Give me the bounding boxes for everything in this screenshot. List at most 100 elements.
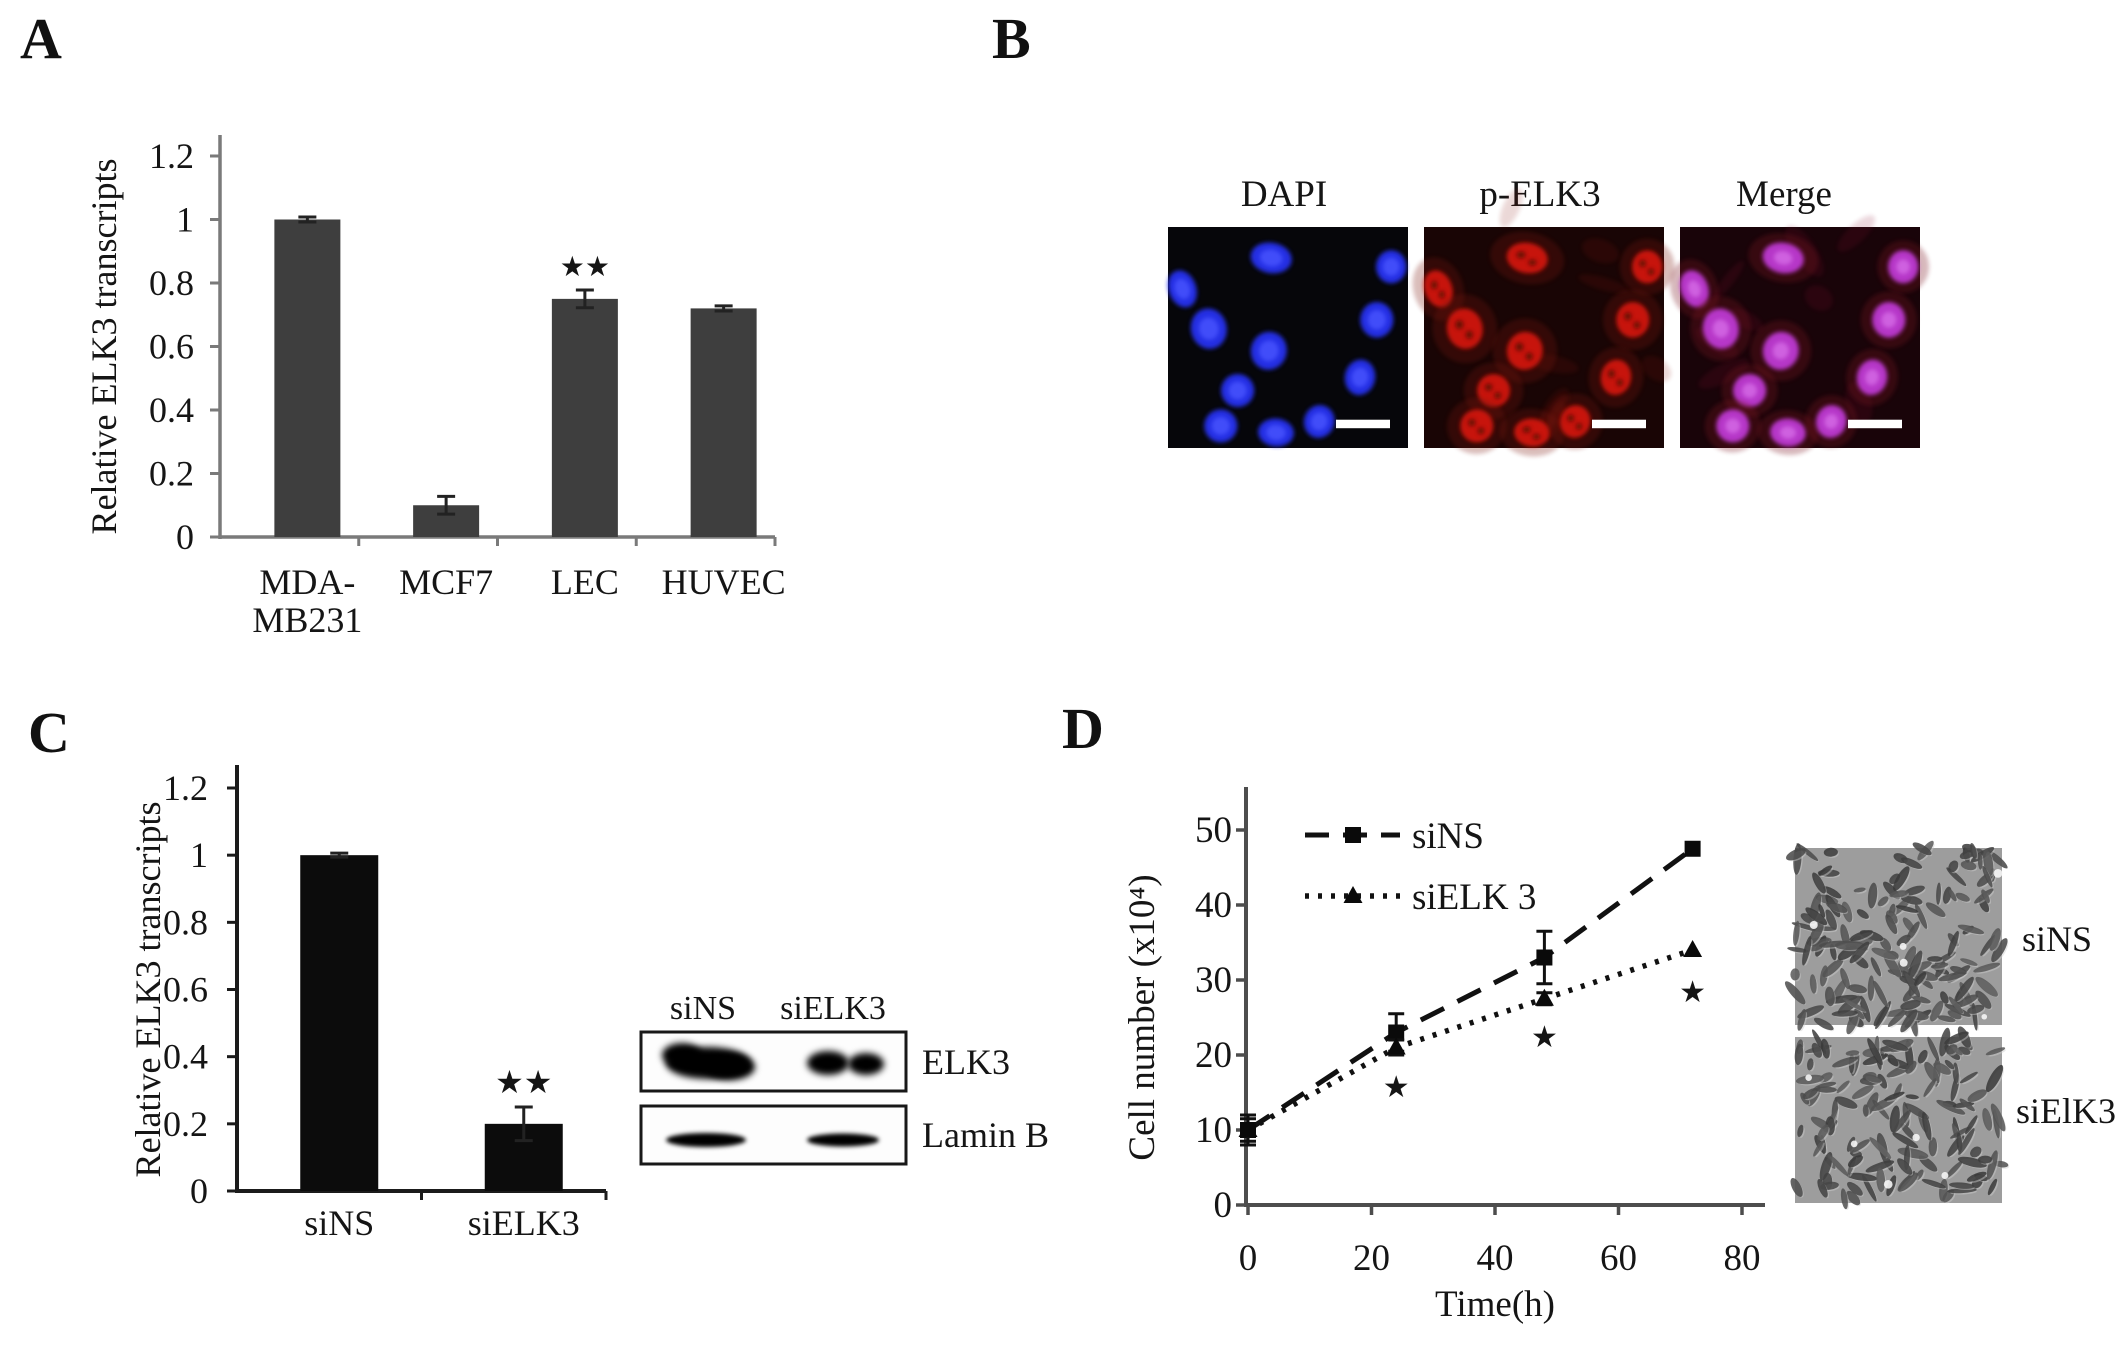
- x-axis-title: Time(h): [1435, 1284, 1555, 1325]
- cell-body: [1790, 968, 1800, 981]
- bar-MDA-MB231: [274, 219, 341, 537]
- bright-cell: [1805, 1074, 1812, 1081]
- cell-body: [1936, 882, 1941, 905]
- y-tick-label: 0: [1214, 1185, 1233, 1226]
- y-tick-label: 0.4: [149, 390, 194, 430]
- nucleus-speckle: [1532, 433, 1541, 440]
- x-category-label: siNS: [304, 1203, 374, 1243]
- cell-body: [1900, 894, 1923, 905]
- cell-body: [1884, 1091, 1905, 1101]
- band-elk3-sielk3: [848, 1053, 884, 1075]
- cell-body: [1807, 1058, 1814, 1071]
- nucleus-pelk3: [1506, 331, 1543, 370]
- nucleus-pelk3: [1559, 405, 1591, 438]
- band-laminb-sins: [666, 1133, 746, 1147]
- y-tick-label: 0.4: [163, 1037, 208, 1077]
- cell-body: [1862, 1104, 1869, 1117]
- series-line-siNS: [1246, 846, 1695, 1133]
- cell-body: [1822, 958, 1844, 978]
- cell-body: [1927, 1036, 1940, 1061]
- cell-body: [1959, 849, 1975, 860]
- nucleus-speckle: [1575, 423, 1583, 430]
- cell-body: [1796, 843, 1819, 861]
- cell-body: [1990, 1103, 2006, 1132]
- sielk3-phase-micrograph: [1790, 1026, 2010, 1210]
- nucleus-core: [1259, 249, 1283, 267]
- cell-body: [1982, 865, 1993, 888]
- nucleus-speckle: [1516, 251, 1526, 259]
- nucleus-speckle: [1468, 418, 1476, 427]
- cell-body: [1985, 1047, 2006, 1056]
- band-elk3-sins: [705, 1054, 755, 1080]
- cell-body: [1978, 897, 1990, 913]
- cell-body: [1915, 1169, 1924, 1181]
- nucleus-core: [1382, 257, 1400, 276]
- legend-marker-square: [1345, 827, 1361, 843]
- cell-body: [1867, 882, 1878, 909]
- x-tick-label: 60: [1600, 1238, 1637, 1279]
- cell-body: [1812, 872, 1826, 894]
- cell-body: [1987, 1178, 1998, 1196]
- merge-micrograph: [1670, 215, 1930, 455]
- cell-body: [1940, 991, 1949, 1004]
- y-tick-label: 10: [1195, 1110, 1232, 1151]
- cell-body: [1882, 1039, 1909, 1051]
- x-category-label: MB231: [252, 600, 362, 640]
- y-tick-label: 1: [190, 835, 208, 875]
- nucleus-core: [1773, 250, 1793, 265]
- nucleus-speckle: [1639, 259, 1646, 268]
- cell-body: [1925, 902, 1946, 918]
- cell-body: [1967, 1004, 1985, 1014]
- nucleus-speckle: [1608, 369, 1615, 378]
- cell-body: [1945, 1160, 1963, 1179]
- cell-body: [1911, 995, 1931, 1004]
- cell-body: [1809, 974, 1817, 994]
- cell-body: [1883, 952, 1902, 978]
- y-tick-label: 20: [1195, 1035, 1232, 1076]
- y-tick-label: 1: [176, 200, 194, 240]
- x-category-label: siELK3: [468, 1203, 580, 1243]
- cell-body: [1850, 1139, 1870, 1153]
- cell-body: [1827, 1153, 1849, 1177]
- cell-body: [1817, 1178, 1828, 1198]
- cell-body: [1818, 865, 1833, 876]
- sielk3-micrograph-label: siElK3: [2016, 1091, 2117, 1131]
- cell-body: [1784, 981, 1806, 1005]
- panel-a-bar-chart: 0 0.2 0.4 0.6 0.8 1 1.2 MDA-MB231 MCF7 ★★ LEC HUVEC…: [84, 135, 786, 640]
- cell-body: [1867, 975, 1875, 1001]
- cell-body: [1875, 1001, 1891, 1030]
- cell-body: [1879, 937, 1892, 952]
- cell-body: [1900, 1009, 1918, 1033]
- p-elk3-micrograph: [1412, 188, 1675, 457]
- cell-body: [1847, 1155, 1863, 1168]
- scale-bar: [1592, 419, 1646, 429]
- y-axis-title: Relative ELK3 transcripts: [128, 802, 168, 1178]
- nucleus-pelk3: [1632, 250, 1663, 284]
- x-tick-label: 40: [1477, 1238, 1514, 1279]
- legend-label: siNS: [1412, 816, 1484, 857]
- cell-body: [1840, 1188, 1848, 1210]
- cell-body: [1930, 1000, 1944, 1022]
- panel-d-line-chart: 0 10 20 30 40 50 0 20 40 60 80 Time(h) Cell number (…: [1122, 787, 1765, 1325]
- cell-body: [1923, 1078, 1937, 1097]
- cell-body: [1815, 1086, 1837, 1093]
- significance-star: ★: [1383, 1071, 1410, 1104]
- cell-body: [1786, 848, 1806, 861]
- cell-body: [1863, 1074, 1882, 1083]
- cell-body: [1989, 928, 2001, 951]
- cell-body: [1856, 909, 1869, 919]
- cell-body: [1817, 1124, 1829, 1141]
- bright-cell: [1850, 1140, 1858, 1148]
- cell-body: [1907, 950, 1923, 981]
- nucleus-core: [1881, 311, 1897, 328]
- blot-row-label: ELK3: [922, 1042, 1010, 1082]
- cell-body: [1986, 1150, 1998, 1180]
- nucleus-core: [1779, 426, 1797, 439]
- cell-body: [1892, 1132, 1919, 1149]
- cell-body: [1885, 914, 1898, 935]
- y-tick-label: 0: [176, 517, 194, 557]
- cytoplasm-haze: [1581, 238, 1619, 264]
- cell-body: [1873, 980, 1888, 1008]
- y-tick-label: 0.6: [149, 327, 194, 367]
- cell-body: [1848, 984, 1867, 994]
